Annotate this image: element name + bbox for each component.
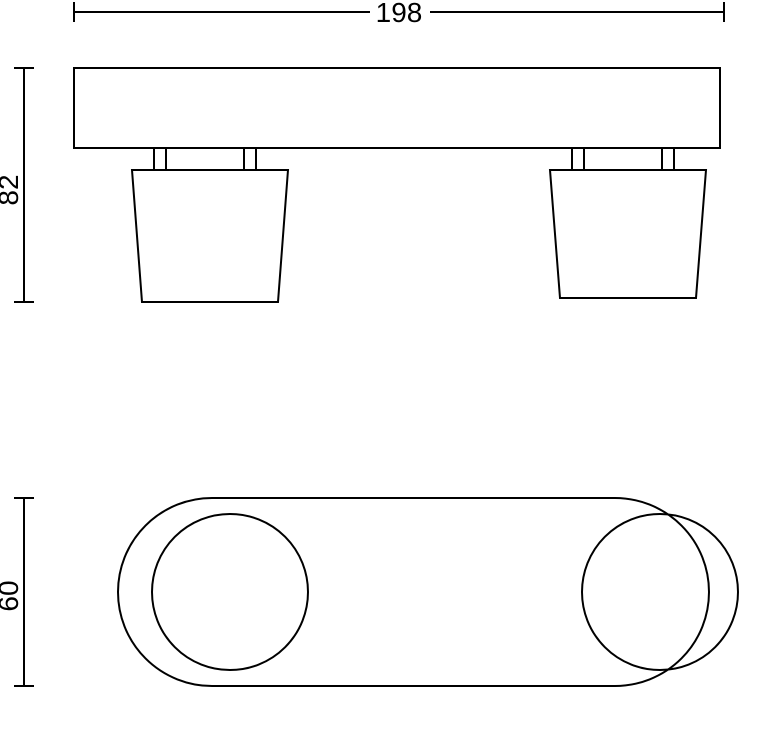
- spot-head-left: [132, 170, 288, 302]
- height-label: 82: [0, 174, 24, 205]
- top-dimension-line: 198: [74, 0, 724, 28]
- spot-circle-right: [582, 514, 738, 670]
- side-dimension-82: 82: [0, 68, 34, 302]
- mounting-bar: [74, 68, 720, 148]
- connector: [244, 148, 256, 170]
- connector: [154, 148, 166, 170]
- technical-drawing: 198 82 60: [0, 0, 760, 746]
- side-dimension-60: 60: [0, 498, 34, 686]
- front-view: [74, 68, 720, 302]
- connector: [572, 148, 584, 170]
- stadium-outline: [118, 498, 709, 686]
- connector: [662, 148, 674, 170]
- spot-head-right: [550, 170, 706, 298]
- plan-view: [118, 498, 738, 686]
- width-label: 198: [376, 0, 423, 28]
- spot-circle-left: [152, 514, 308, 670]
- depth-label: 60: [0, 580, 24, 611]
